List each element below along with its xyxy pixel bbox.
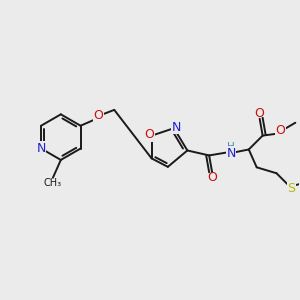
Text: O: O	[255, 107, 265, 120]
Text: O: O	[275, 124, 285, 137]
Text: N: N	[36, 142, 46, 155]
Text: S: S	[287, 182, 296, 195]
Text: O: O	[207, 171, 217, 184]
Text: N: N	[171, 121, 181, 134]
Text: O: O	[94, 109, 103, 122]
Text: H: H	[227, 142, 235, 152]
Text: O: O	[145, 128, 154, 141]
Text: N: N	[226, 147, 236, 160]
Text: CH₃: CH₃	[44, 178, 62, 188]
